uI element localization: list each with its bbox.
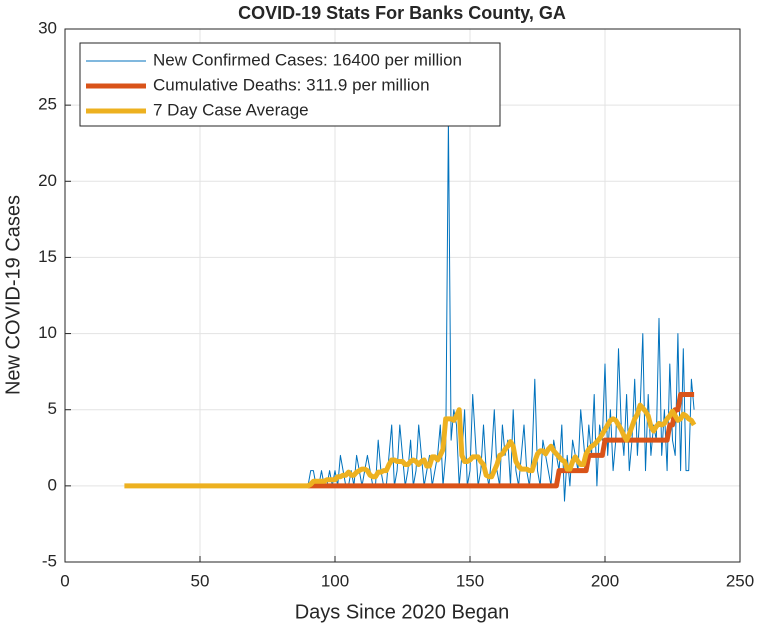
series-line bbox=[124, 402, 697, 489]
legend-label: Cumulative Deaths: 311.9 per million bbox=[153, 75, 430, 94]
x-tick-label: 50 bbox=[191, 571, 210, 590]
y-tick-label: 20 bbox=[38, 171, 57, 190]
y-tick-label: 15 bbox=[38, 247, 57, 266]
y-tick-label: 0 bbox=[48, 475, 57, 494]
y-tick-label: 5 bbox=[48, 399, 57, 418]
chart-title: COVID-19 Stats For Banks County, GA bbox=[238, 3, 566, 23]
legend-label: New Confirmed Cases: 16400 per million bbox=[153, 50, 462, 69]
x-tick-label: 200 bbox=[591, 571, 619, 590]
y-tick-label: 25 bbox=[38, 95, 57, 114]
legend-label: 7 Day Case Average bbox=[153, 100, 309, 119]
y-axis-label: New COVID-19 Cases bbox=[2, 195, 24, 395]
x-tick-label: 100 bbox=[321, 571, 349, 590]
plot-frame bbox=[64, 28, 741, 563]
legend: New Confirmed Cases: 16400 per million Cu… bbox=[79, 42, 501, 127]
y-tick-label: -5 bbox=[42, 551, 57, 570]
x-axis-label: Days Since 2020 Began bbox=[295, 601, 510, 623]
x-tick-label: 250 bbox=[726, 571, 754, 590]
series-line bbox=[308, 391, 695, 489]
y-tick-label: 10 bbox=[38, 323, 57, 342]
y-tick-label: 30 bbox=[38, 18, 57, 37]
legend-box bbox=[79, 42, 501, 127]
x-tick-label: 0 bbox=[60, 571, 69, 590]
x-tick-label: 150 bbox=[456, 571, 484, 590]
